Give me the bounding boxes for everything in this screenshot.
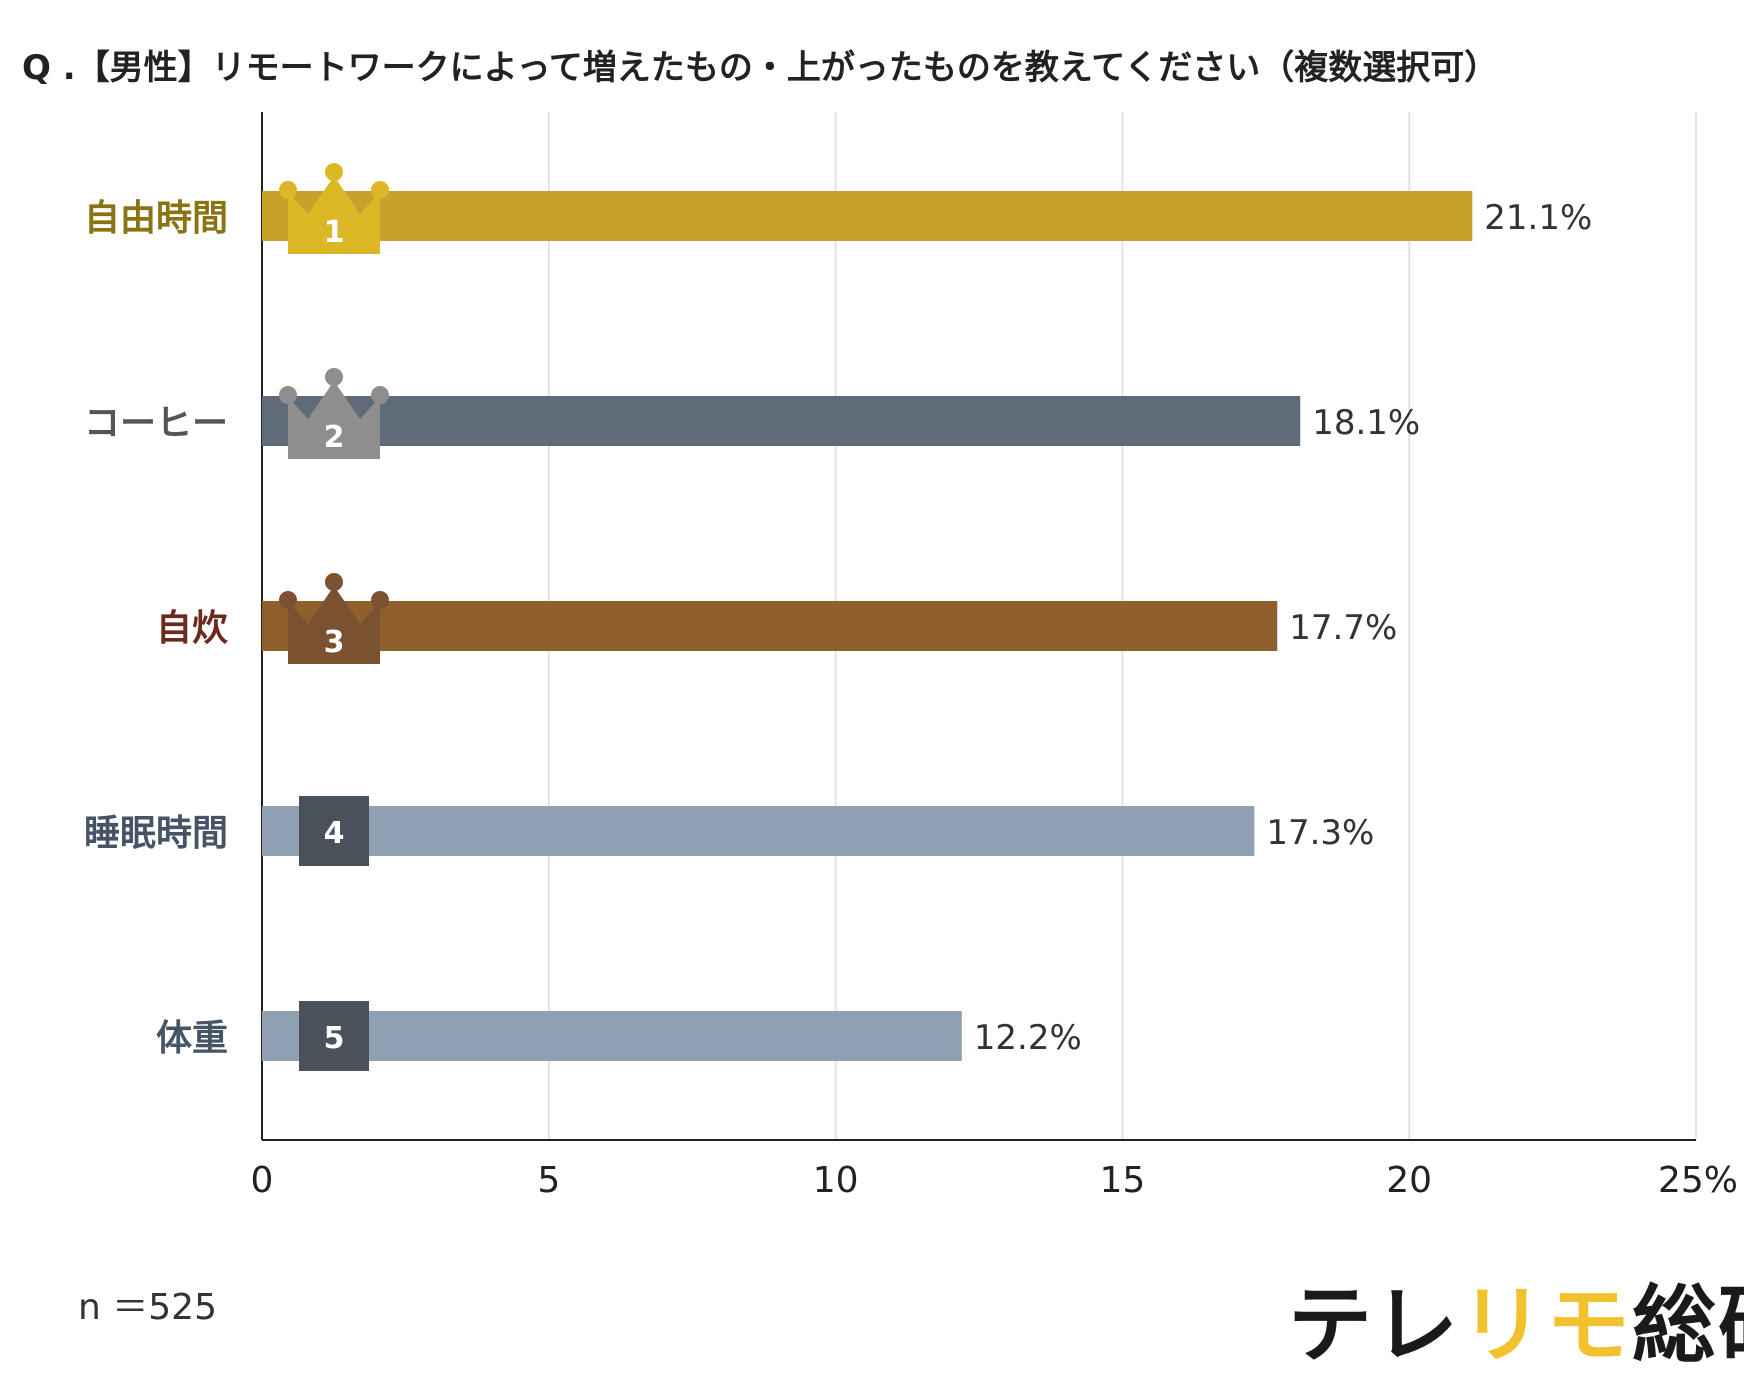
- bar: [262, 396, 1301, 446]
- category-label: 自炊: [156, 608, 228, 649]
- category-label: 体重: [156, 1018, 228, 1059]
- x-tick-label: 0: [251, 1160, 274, 1201]
- brand-logo: テレリモ総研: [1288, 1258, 1744, 1379]
- x-tick-label: 20: [1386, 1160, 1432, 1201]
- chart-title: Q .【男性】リモートワークによって増えたもの・上がったものを教えてください（複…: [22, 48, 1499, 88]
- x-tick-label: 10: [813, 1160, 859, 1201]
- sample-size-note: n ＝525: [78, 1287, 217, 1328]
- value-label: 18.1%: [1312, 403, 1420, 443]
- brand-part-2: リモ: [1460, 1276, 1633, 1374]
- chart-page: Q .【男性】リモートワークによって増えたもの・上がったものを教えてください（複…: [22, 48, 1744, 1374]
- brand-part-3: 総研: [1632, 1276, 1744, 1374]
- value-label: 21.1%: [1484, 198, 1592, 238]
- rank-number: 4: [324, 816, 345, 851]
- category-label: 睡眠時間: [84, 813, 228, 854]
- bar: [262, 601, 1278, 651]
- x-tick-label: 5: [537, 1160, 560, 1201]
- category-label: コーヒー: [84, 403, 228, 444]
- rank-crown-icon: [279, 573, 389, 664]
- category-label: 自由時間: [84, 198, 228, 239]
- rank-crown-icon: [279, 368, 389, 459]
- rank-crown-icon: [279, 163, 389, 254]
- bar: [262, 1011, 962, 1061]
- bar-chart: 0 5 10 15 20 25% 21.1% 自由時間 1 18.1% コーヒー 2 17.7% 自炊 3 1…: [84, 112, 1738, 1201]
- value-label: 17.7%: [1289, 608, 1397, 648]
- rank-number: 5: [324, 1021, 345, 1056]
- brand-part-1: テレ: [1288, 1276, 1461, 1374]
- bar: [262, 806, 1255, 856]
- value-label: 17.3%: [1266, 813, 1374, 853]
- rank-number: 3: [324, 625, 345, 660]
- bar: [262, 191, 1473, 241]
- rank-square-badge: [299, 796, 369, 866]
- value-label: 12.2%: [974, 1018, 1082, 1058]
- x-tick-label: 15: [1099, 1160, 1145, 1201]
- x-tick-label: 25%: [1658, 1160, 1738, 1201]
- rank-number: 2: [324, 420, 345, 455]
- rank-square-badge: [299, 1001, 369, 1071]
- rank-number: 1: [324, 215, 345, 250]
